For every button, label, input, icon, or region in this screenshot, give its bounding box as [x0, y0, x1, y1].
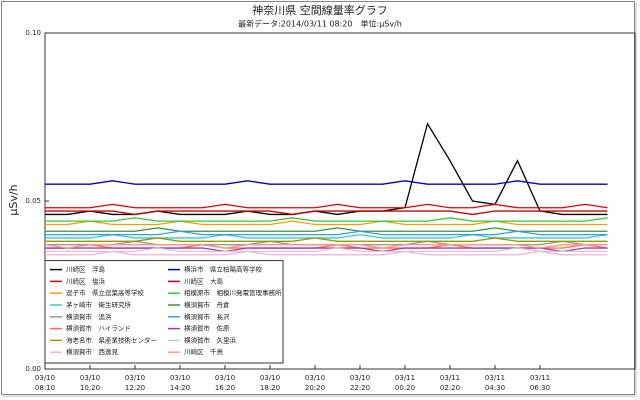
x-tick-label-line: 03/10 — [350, 374, 370, 382]
x-tick-label-line: 03/10 — [125, 374, 145, 382]
legend-label: 横須賀市 佐原 — [184, 324, 230, 333]
x-tick-label-line: 20:20 — [305, 384, 325, 392]
x-tick-label-line: 03/11 — [440, 374, 460, 382]
series-line — [45, 217, 608, 222]
x-tick-label-line: 22:20 — [350, 384, 370, 392]
x-tick-label: 03/11 00:20 — [395, 374, 415, 392]
x-tick-label: 03/11 06:30 — [530, 374, 550, 392]
series-line — [45, 237, 608, 242]
x-tick-label: 03/11 04:30 — [485, 374, 505, 392]
legend-box — [44, 260, 284, 364]
x-tick-label-line: 12:20 — [125, 384, 145, 392]
x-tick-label: 03/10 10:20 — [80, 374, 100, 392]
y-tick-label: 0.00 — [25, 365, 41, 373]
x-tick-label-line: 03/10 — [35, 374, 55, 382]
x-tick-label: 03/10 18:20 — [260, 374, 280, 392]
x-tick-label-line: 08:10 — [35, 384, 55, 392]
y-tick-label: 0.10 — [25, 29, 41, 37]
x-tick-label-line: 06:30 — [530, 384, 550, 392]
x-tick-label-line: 00:20 — [395, 384, 415, 392]
series-line — [45, 250, 608, 256]
series-line — [44, 244, 608, 249]
x-tick-label-line: 03/10 — [215, 374, 235, 382]
x-tick-label-line: 14:20 — [170, 384, 190, 392]
legend-label: 横須賀市 追浜 — [66, 312, 112, 321]
series-line — [45, 230, 608, 236]
x-tick-label-line: 03/10 — [260, 374, 280, 382]
x-tick-label: 03/10 12:20 — [125, 374, 145, 392]
legend-label: 逗子市 県立逗葉高等学校 — [66, 288, 145, 297]
legend-label: 相模原市 相模川発電管理事務所 — [184, 288, 282, 297]
legend-label: 川崎区 大島 — [184, 276, 224, 285]
series-line — [45, 233, 608, 239]
legend-label: 海老名市 県産業技術センター — [66, 335, 157, 344]
x-tick-label: 03/10 22:20 — [350, 374, 370, 392]
chart-subtitle: 最新データ:2014/03/11 08:20 単位:μSv/h — [238, 19, 402, 29]
series-line — [45, 180, 608, 185]
x-tick-label-line: 03/10 — [305, 374, 325, 382]
legend-label: 横浜市 県立柏陽高等学校 — [184, 265, 263, 274]
y-tick-label: 0.05 — [25, 197, 41, 205]
x-tick-label: 03/10 20:20 — [305, 374, 325, 392]
series-line — [45, 220, 608, 226]
x-tick-label-line: 02:20 — [440, 384, 460, 392]
x-tick-label-line: 03/11 — [485, 374, 505, 382]
y-axis-label: μSv/h — [7, 184, 20, 215]
x-tick-label-line: 03/10 — [170, 374, 190, 382]
legend-label: 横須賀市 舟倉 — [184, 300, 230, 309]
x-tick-label-line: 10:20 — [80, 384, 100, 392]
series-line — [45, 247, 608, 253]
x-tick-label-line: 03/10 — [80, 374, 100, 382]
x-tick-label: 03/10 16:20 — [215, 374, 235, 392]
series-line — [45, 227, 608, 232]
x-tick-label: 03/11 02:20 — [440, 374, 460, 392]
x-tick-label-line: 04:30 — [485, 384, 505, 392]
legend-label: 川崎区 浮島 — [66, 265, 106, 274]
legend-label: 茅ヶ崎市 衛生研究所 — [66, 300, 132, 309]
x-tick-label-line: 16:20 — [215, 384, 235, 392]
legend-label: 横須賀市 ハイランド — [66, 324, 131, 333]
chart-title: 神奈川県 空間線量率グラフ — [252, 3, 388, 17]
x-tick-label: 03/10 14:20 — [170, 374, 190, 392]
legend-label: 川崎区 千鳥 — [184, 347, 224, 356]
x-tick-label-line: 18:20 — [260, 384, 280, 392]
x-tick-label: 03/10 08:10 — [35, 374, 55, 392]
series-line — [45, 203, 608, 209]
x-tick-label-line: 03/11 — [395, 374, 415, 382]
x-tick-label-line: 03/11 — [530, 374, 550, 382]
legend-label: 川崎区 塩浜 — [66, 276, 106, 285]
legend-label: 横須賀市 長沢 — [184, 312, 230, 321]
series-line — [45, 210, 608, 216]
legend-label: 横須賀市 久里浜 — [184, 335, 237, 344]
legend-label: 横須賀市 西逸見 — [66, 347, 119, 356]
